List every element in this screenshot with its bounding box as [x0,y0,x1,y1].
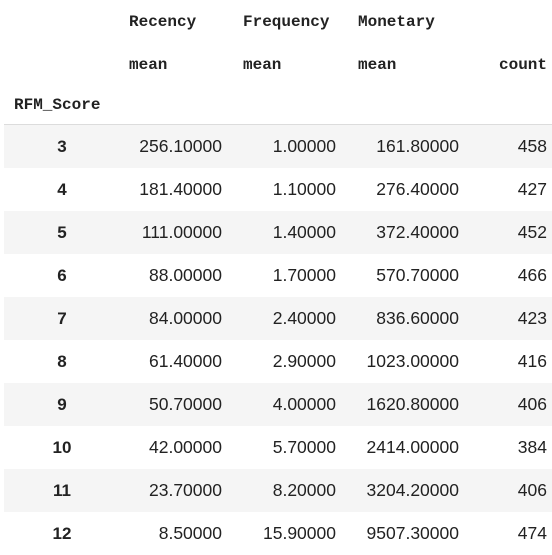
cell-recency-mean: 8.50000 [120,512,240,555]
cell-count: 458 [477,125,552,169]
col-subheader-count: count [477,43,552,86]
index-header-blank-2 [4,43,120,86]
cell-frequency-mean: 15.90000 [240,512,355,555]
cell-recency-mean: 61.40000 [120,340,240,383]
cell-count: 416 [477,340,552,383]
table-row: 9 50.70000 4.00000 1620.80000 406 [4,383,552,426]
table-row: 8 61.40000 2.90000 1023.00000 416 [4,340,552,383]
cell-monetary-mean: 9507.30000 [355,512,477,555]
col-subheader-frequency-mean: mean [240,43,355,86]
row-index: 9 [4,383,120,426]
table-row: 3 256.10000 1.00000 161.80000 458 [4,125,552,169]
col-header-recency: Recency [120,0,240,43]
cell-monetary-mean: 161.80000 [355,125,477,169]
cell-frequency-mean: 1.10000 [240,168,355,211]
row-index: 3 [4,125,120,169]
col-header-frequency: Frequency [240,0,355,43]
cell-count: 474 [477,512,552,555]
column-header-level0: Recency Frequency Monetary [4,0,552,43]
cell-monetary-mean: 3204.20000 [355,469,477,512]
index-row-blank-3 [355,86,477,125]
cell-recency-mean: 181.40000 [120,168,240,211]
cell-frequency-mean: 1.70000 [240,254,355,297]
cell-monetary-mean: 2414.00000 [355,426,477,469]
row-index: 12 [4,512,120,555]
index-header-blank [4,0,120,43]
cell-monetary-mean: 1023.00000 [355,340,477,383]
cell-monetary-mean: 570.70000 [355,254,477,297]
cell-frequency-mean: 2.90000 [240,340,355,383]
cell-count: 466 [477,254,552,297]
cell-frequency-mean: 5.70000 [240,426,355,469]
row-index: 10 [4,426,120,469]
cell-frequency-mean: 1.00000 [240,125,355,169]
cell-recency-mean: 50.70000 [120,383,240,426]
cell-frequency-mean: 1.40000 [240,211,355,254]
cell-count: 427 [477,168,552,211]
table-row: 5 111.00000 1.40000 372.40000 452 [4,211,552,254]
cell-recency-mean: 88.00000 [120,254,240,297]
col-header-count-top [477,0,552,43]
row-index: 11 [4,469,120,512]
row-index: 5 [4,211,120,254]
index-row-blank-1 [120,86,240,125]
table-body: 3 256.10000 1.00000 161.80000 458 4 181.… [4,125,552,555]
cell-frequency-mean: 2.40000 [240,297,355,340]
cell-count: 384 [477,426,552,469]
cell-recency-mean: 84.00000 [120,297,240,340]
cell-monetary-mean: 372.40000 [355,211,477,254]
table-row: 11 23.70000 8.20000 3204.20000 406 [4,469,552,512]
row-index: 8 [4,340,120,383]
index-row-blank-4 [477,86,552,125]
rfm-dataframe-table: Recency Frequency Monetary mean mean mea… [4,0,552,555]
column-header-level1: mean mean mean count [4,43,552,86]
cell-recency-mean: 42.00000 [120,426,240,469]
row-index: 6 [4,254,120,297]
cell-recency-mean: 256.10000 [120,125,240,169]
index-row-blank-2 [240,86,355,125]
cell-recency-mean: 111.00000 [120,211,240,254]
cell-frequency-mean: 8.20000 [240,469,355,512]
index-name-row: RFM_Score [4,86,552,125]
table-row: 7 84.00000 2.40000 836.60000 423 [4,297,552,340]
col-subheader-recency-mean: mean [120,43,240,86]
cell-count: 406 [477,383,552,426]
table-row: 10 42.00000 5.70000 2414.00000 384 [4,426,552,469]
row-index: 7 [4,297,120,340]
cell-recency-mean: 23.70000 [120,469,240,512]
col-subheader-monetary-mean: mean [355,43,477,86]
cell-monetary-mean: 1620.80000 [355,383,477,426]
table-row: 4 181.40000 1.10000 276.40000 427 [4,168,552,211]
table-row: 6 88.00000 1.70000 570.70000 466 [4,254,552,297]
cell-count: 423 [477,297,552,340]
cell-monetary-mean: 276.40000 [355,168,477,211]
cell-frequency-mean: 4.00000 [240,383,355,426]
col-header-monetary: Monetary [355,0,477,43]
cell-count: 406 [477,469,552,512]
row-index: 4 [4,168,120,211]
cell-monetary-mean: 836.60000 [355,297,477,340]
table-row: 12 8.50000 15.90000 9507.30000 474 [4,512,552,555]
index-name-label: RFM_Score [4,86,120,125]
cell-count: 452 [477,211,552,254]
